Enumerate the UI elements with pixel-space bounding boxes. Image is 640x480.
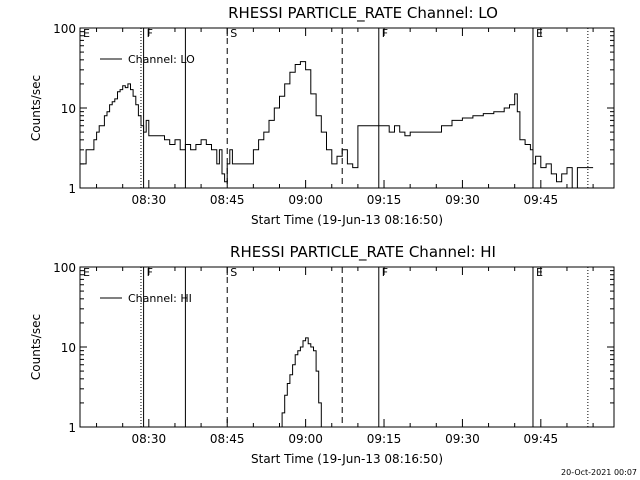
x-axis-label: Start Time (19-Jun-13 08:16:50) [251,213,443,227]
plot-frame [79,266,615,428]
y-axis-label: Counts/sec [29,314,43,380]
chart-panel-lo: RHESSI PARTICLE_RATE Channel: LO E F S F E 1… [29,4,615,227]
x-axis: 08:30 08:45 09:00 09:15 09:30 09:45 [96,267,594,446]
event-marker-label: S [230,27,237,40]
series-line [279,337,322,428]
y-tick-label: 100 [53,261,76,275]
legend-label: Channel: HI [128,292,192,305]
x-tick-label: 09:30 [445,432,480,446]
y-axis: 1 10 100 [53,261,614,435]
x-tick-label: 09:45 [524,432,559,446]
series-line [80,61,594,189]
x-tick-label: 08:45 [210,193,245,207]
y-tick-label: 10 [61,341,76,355]
x-tick-label: 08:45 [210,432,245,446]
x-tick-label: 09:00 [288,432,323,446]
y-tick-label: 100 [53,22,76,36]
event-marker-label: S [230,266,237,279]
event-marker-label: F [382,27,388,40]
y-axis-label: Counts/sec [29,75,43,141]
event-marker-label: E [536,27,543,40]
y-tick-label: 1 [68,421,76,435]
y-tick-label: 10 [61,102,76,116]
x-tick-label: 09:45 [524,193,559,207]
y-axis: 1 10 100 [53,22,614,196]
x-tick-label: 09:30 [445,193,480,207]
x-tick-label: 09:15 [367,432,402,446]
legend-label: Channel: LO [128,53,195,66]
event-marker-label: F [382,266,388,279]
event-marker-label: E [83,266,90,279]
x-tick-label: 08:30 [132,432,167,446]
chart-title: RHESSI PARTICLE_RATE Channel: LO [228,4,498,23]
event-marker-label: F [147,27,153,40]
x-axis: 08:30 08:45 09:00 09:15 09:30 09:45 [96,28,594,207]
x-tick-label: 08:30 [132,193,167,207]
event-marker-label: E [536,266,543,279]
x-tick-label: 09:00 [288,193,323,207]
x-axis-label: Start Time (19-Jun-13 08:16:50) [251,452,443,466]
date-stamp: 20-Oct-2021 00:07 [561,468,637,477]
event-marker-label: F [147,266,153,279]
chart-title: RHESSI PARTICLE_RATE Channel: HI [230,243,496,262]
x-tick-label: 09:15 [367,193,402,207]
chart-panel-hi: RHESSI PARTICLE_RATE Channel: HI E F S F E 1… [29,243,615,466]
y-tick-label: 1 [68,182,76,196]
event-marker-label: E [83,27,90,40]
